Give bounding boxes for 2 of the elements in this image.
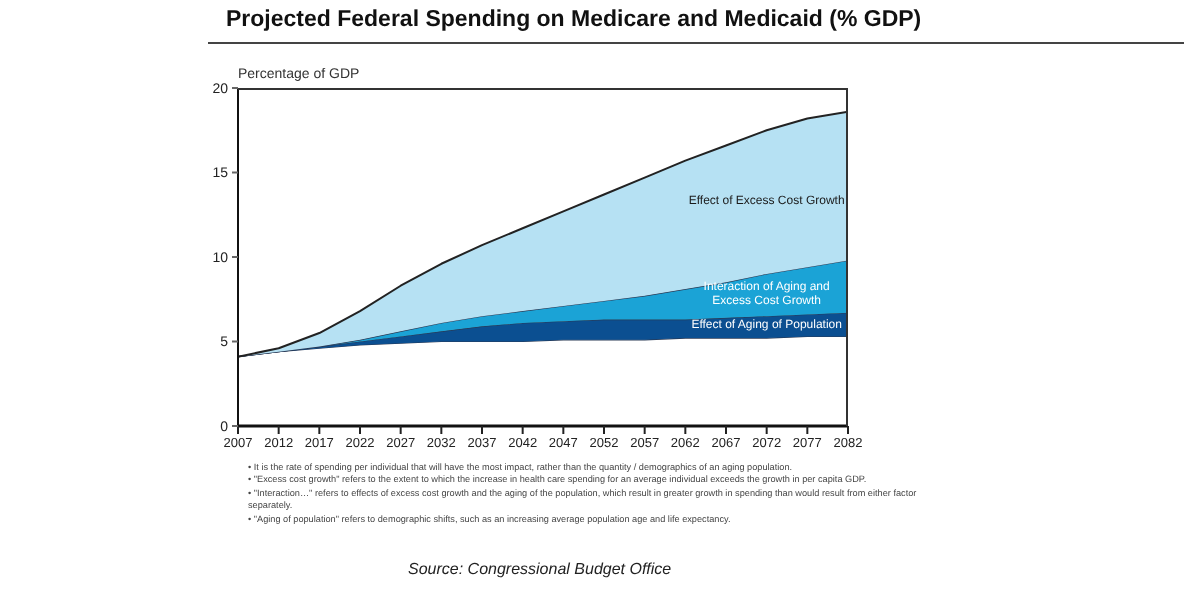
chart-title: Projected Federal Spending on Medicare and Medicaid (% GDP) xyxy=(226,8,922,32)
source-note: Source: Congressional Budget Office xyxy=(408,560,672,578)
